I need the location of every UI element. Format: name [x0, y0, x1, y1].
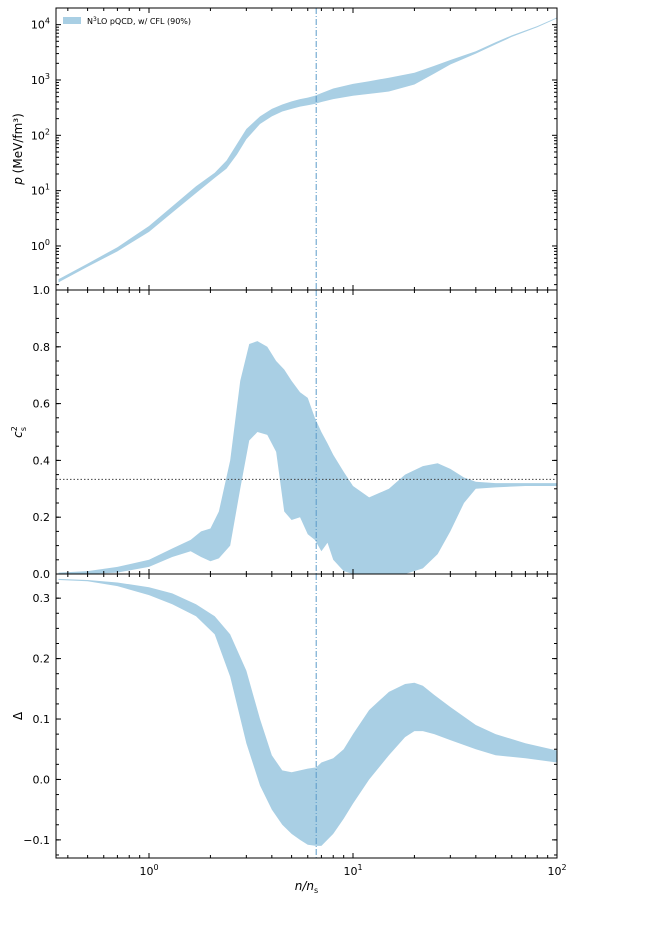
- y-tick-label: 0.3: [33, 592, 51, 605]
- y-tick-label: 0.0: [33, 568, 51, 581]
- y-tick-label: 0.6: [33, 398, 51, 411]
- legend-label: N3LO pQCD, w/ CFL (90%): [87, 16, 191, 26]
- y-tick-label: 103: [31, 72, 50, 87]
- y-tick-label: 0.8: [33, 341, 51, 354]
- y-tick-label: 1.0: [33, 284, 51, 297]
- y-tick-label: 100: [31, 238, 50, 253]
- y-tick-label: 0.0: [33, 773, 51, 786]
- legend: N3LO pQCD, w/ CFL (90%): [63, 16, 191, 26]
- x-tick-label: 102: [547, 863, 566, 878]
- band-series-0: [58, 341, 557, 574]
- x-tick-label: 100: [139, 863, 158, 878]
- y-tick-label: 0.2: [33, 511, 51, 524]
- band-series-0: [58, 17, 557, 283]
- y-tick-label: 0.1: [33, 713, 51, 726]
- delta-panel-frame: [55, 573, 558, 859]
- delta-panel: −0.1 0.0 0.1 0.2 0.3 100 101 102 Δ n/ns: [11, 573, 567, 895]
- y-tick-label: 101: [31, 183, 50, 198]
- sound-speed-axis-label: c2s: [10, 426, 28, 438]
- pressure-axis-label: p (MeV/fm³): [11, 113, 25, 186]
- delta-axis-label: Δ: [11, 711, 25, 720]
- y-tick-label: 0.4: [33, 454, 51, 467]
- sound-speed-panel: 0.0 0.2 0.4 0.6 0.8 1.0 c2s: [10, 284, 558, 581]
- y-tick-label: 0.2: [33, 653, 51, 666]
- y-tick-label: −0.1: [23, 834, 50, 847]
- sound-speed-band-layer: [58, 341, 557, 574]
- y-tick-label: 104: [31, 17, 50, 32]
- band-series-0: [58, 578, 557, 846]
- delta-ticks: −0.1 0.0 0.1 0.2 0.3 100 101 102: [23, 574, 567, 878]
- density-axis-label: n/ns: [295, 879, 318, 895]
- delta-band-layer: [58, 578, 557, 846]
- legend-swatch: [63, 17, 81, 24]
- y-tick-label: 102: [31, 127, 50, 142]
- x-tick-label: 101: [343, 863, 362, 878]
- pressure-band-layer: [58, 17, 557, 283]
